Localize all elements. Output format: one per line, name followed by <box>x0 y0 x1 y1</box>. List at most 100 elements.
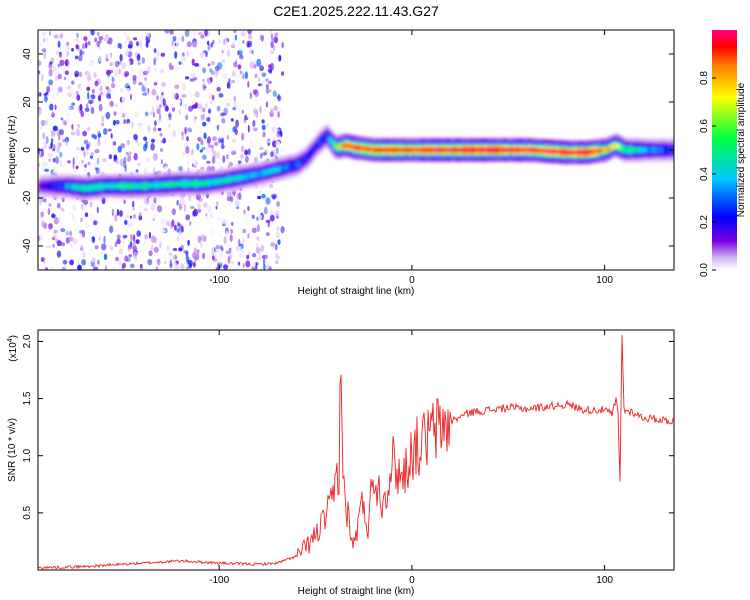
noise-cell <box>219 251 224 258</box>
ridge-cell <box>50 183 54 189</box>
noise-cell <box>171 40 174 46</box>
noise-cell <box>118 68 121 75</box>
noise-cell <box>253 64 257 69</box>
ridge-cell <box>660 147 664 153</box>
noise-cell <box>232 30 237 34</box>
noise-cell <box>181 94 187 98</box>
noise-cell <box>83 150 86 158</box>
noise-cell <box>273 105 278 111</box>
noise-cell <box>109 62 113 67</box>
noise-cell <box>223 38 226 46</box>
colorbar-tick-label: 0.8 <box>699 71 710 85</box>
noise-cell <box>276 226 280 231</box>
noise-cell <box>116 234 121 240</box>
noise-cell <box>134 110 139 119</box>
ridge-cell <box>463 147 467 153</box>
ridge-cell <box>70 184 74 190</box>
noise-cell <box>54 156 60 164</box>
y-tick-label: -40 <box>22 238 33 253</box>
ridge-cell <box>203 180 207 186</box>
noise-cell <box>148 231 151 239</box>
ridge-cell <box>125 183 129 189</box>
noise-cell <box>78 159 84 168</box>
noise-cell <box>238 246 243 252</box>
noise-cell <box>67 160 71 164</box>
ridge-cell <box>93 184 97 190</box>
ridge-cell <box>265 169 269 175</box>
ridge-cell <box>583 150 587 155</box>
noise-cell <box>124 39 127 48</box>
ridge-cell <box>525 147 529 153</box>
noise-cell <box>145 41 149 48</box>
noise-cell <box>151 89 157 96</box>
noise-cell <box>53 34 59 39</box>
noise-cell <box>50 55 54 63</box>
ridge-cell <box>590 149 594 155</box>
noise-cell <box>223 264 229 270</box>
noise-cell <box>185 76 190 80</box>
noise-cell <box>73 156 78 165</box>
noise-cell <box>252 261 256 268</box>
noise-cell <box>119 109 123 115</box>
noise-cell <box>243 92 249 99</box>
noise-cell <box>90 30 95 36</box>
noise-cell <box>223 107 228 116</box>
noise-cell <box>62 259 68 265</box>
noise-cell <box>255 51 259 57</box>
ridge-cell <box>638 147 642 153</box>
noise-cell <box>48 202 52 208</box>
noise-cell <box>275 140 281 149</box>
noise-cell <box>251 112 255 117</box>
noise-cell <box>234 34 238 41</box>
noise-cell <box>237 64 242 70</box>
ridge-cell <box>105 183 109 189</box>
noise-cell <box>257 195 262 200</box>
noise-cell <box>109 100 114 107</box>
noise-cell <box>52 158 56 163</box>
ridge-cell <box>605 147 609 152</box>
noise-cell <box>202 83 206 91</box>
ridge-cell <box>635 147 639 153</box>
noise-cell <box>122 234 128 239</box>
noise-cell <box>58 214 62 222</box>
noise-cell <box>113 69 119 77</box>
noise-cell <box>233 61 238 68</box>
noise-cell <box>190 150 195 156</box>
noise-cell <box>275 260 279 265</box>
noise-cell <box>238 58 243 64</box>
noise-cell <box>256 236 260 241</box>
noise-cell <box>182 113 186 118</box>
noise-cell <box>91 257 96 263</box>
noise-cell <box>38 143 41 147</box>
noise-cell <box>237 40 241 47</box>
noise-cell <box>128 151 132 156</box>
noise-cell <box>57 251 62 257</box>
noise-cell <box>123 161 127 169</box>
ridge-cell <box>355 145 359 151</box>
noise-cell <box>136 230 141 237</box>
noise-cell <box>53 229 59 234</box>
noise-cell <box>94 149 100 154</box>
noise-cell <box>69 86 73 95</box>
noise-cell <box>262 112 267 119</box>
noise-cell <box>79 48 83 56</box>
noise-cell <box>261 152 267 156</box>
noise-cell <box>133 96 137 102</box>
noise-cell <box>87 40 91 46</box>
noise-cell <box>221 59 226 63</box>
noise-cell <box>141 57 145 64</box>
noise-cell <box>53 216 59 225</box>
noise-cell <box>43 52 47 60</box>
noise-cell <box>241 145 244 153</box>
noise-cell <box>121 62 127 69</box>
ridge-cell <box>418 147 422 153</box>
noise-cell <box>111 40 116 45</box>
x-tick-label: 0 <box>409 575 415 586</box>
noise-cell <box>88 147 91 152</box>
noise-cell <box>196 252 200 261</box>
noise-cell <box>68 212 74 216</box>
noise-cell <box>197 31 203 36</box>
noise-cell <box>114 214 118 222</box>
noise-cell <box>277 106 283 112</box>
ridge-cell <box>58 183 62 189</box>
